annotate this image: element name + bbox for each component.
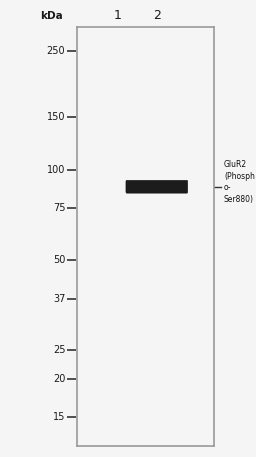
Text: GluR2
(Phosph
o-
Ser880): GluR2 (Phosph o- Ser880): [224, 160, 255, 204]
Text: 1: 1: [114, 10, 122, 22]
Text: 250: 250: [47, 46, 65, 56]
Text: kDa: kDa: [40, 11, 63, 21]
Text: 25: 25: [53, 345, 65, 355]
Text: 75: 75: [53, 202, 65, 213]
Text: 150: 150: [47, 112, 65, 122]
Text: 2: 2: [154, 10, 161, 22]
Text: 15: 15: [53, 412, 65, 422]
FancyBboxPatch shape: [126, 181, 188, 193]
Text: 37: 37: [53, 294, 65, 304]
Text: 50: 50: [53, 255, 65, 265]
Text: 20: 20: [53, 374, 65, 384]
Text: 100: 100: [47, 165, 65, 175]
